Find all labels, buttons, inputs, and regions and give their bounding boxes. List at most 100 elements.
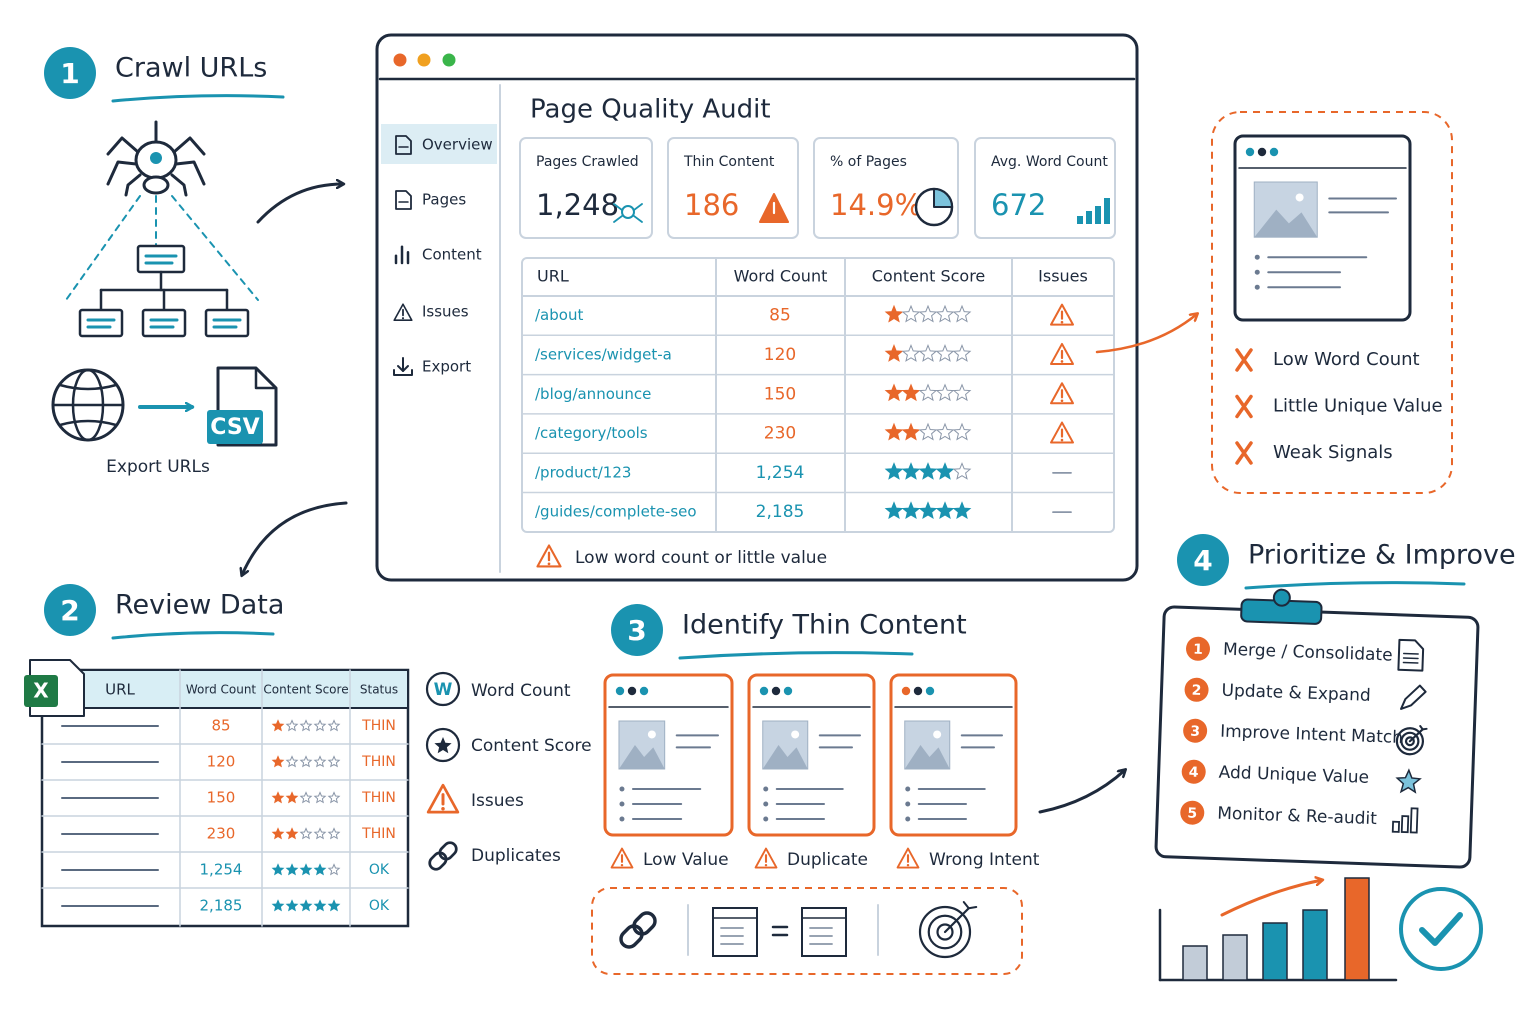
step-badge <box>44 584 96 636</box>
audit-title: Page Quality Audit <box>530 95 771 125</box>
star <box>327 719 341 732</box>
target-icon <box>918 901 978 959</box>
image-mountain <box>762 745 808 769</box>
action-badge <box>1181 759 1206 784</box>
url-link[interactable]: /guides/complete-seo <box>535 503 697 521</box>
star <box>935 422 955 441</box>
action-number: 4 <box>1189 765 1200 781</box>
star-rating <box>884 462 972 480</box>
bullet <box>905 801 911 807</box>
nav-item[interactable]: Issues <box>422 303 469 321</box>
metric-card <box>974 137 1116 239</box>
x-mark <box>1235 348 1253 372</box>
warning-triangle <box>1050 303 1074 326</box>
spider-abdomen <box>142 175 170 195</box>
bars-icon <box>1095 206 1101 224</box>
nav-item[interactable]: Overview <box>422 136 493 154</box>
legend-label: Issues <box>471 791 524 811</box>
window-dot <box>783 686 793 696</box>
action-number: 1 <box>1193 642 1203 658</box>
clipboard-ring <box>1272 588 1291 607</box>
warning-icon <box>393 303 413 322</box>
bullet <box>1254 269 1260 275</box>
link-loop <box>428 851 448 871</box>
status: OK <box>369 862 390 878</box>
window-dot <box>901 686 911 696</box>
done-badge <box>1399 887 1483 971</box>
document-icon <box>1397 638 1425 672</box>
metric-value: 14.9% <box>830 188 922 222</box>
word-count: 120 <box>207 753 236 771</box>
star <box>901 304 921 323</box>
nav-active <box>381 124 497 164</box>
star <box>952 462 972 480</box>
flow-arrow <box>256 184 343 224</box>
nav-item[interactable]: Pages <box>422 191 466 209</box>
nav-icon <box>394 245 410 265</box>
flow-arrow <box>1095 314 1197 354</box>
target-ring <box>927 914 963 950</box>
target-ring <box>1404 736 1415 747</box>
star <box>327 791 341 804</box>
warning-triangle <box>896 847 920 869</box>
warning-dot <box>1060 360 1064 363</box>
step-badge <box>1177 534 1229 586</box>
warning-icon <box>536 544 562 568</box>
column-header: Content Score <box>263 683 348 697</box>
step-badge <box>44 47 96 99</box>
star <box>952 383 972 402</box>
image-sun <box>791 730 800 739</box>
star-rating <box>271 755 341 768</box>
star <box>952 501 972 520</box>
sheet-header <box>43 671 407 708</box>
url-link[interactable]: /product/123 <box>535 463 631 481</box>
nav-icon <box>395 190 412 210</box>
growth-bar <box>1182 945 1208 981</box>
metric-card <box>519 137 653 239</box>
star <box>884 344 904 362</box>
spider-mini <box>621 205 635 219</box>
star <box>901 422 921 441</box>
warning-triangle <box>426 783 460 814</box>
duplicate-doc <box>801 907 847 957</box>
star <box>299 791 313 804</box>
image-mountain <box>1254 209 1318 238</box>
warning-dot <box>1060 438 1064 442</box>
star-rating <box>271 899 341 912</box>
spider-eye <box>150 152 162 164</box>
window-dot <box>1257 147 1267 157</box>
image-sun <box>1295 193 1304 202</box>
warning-dot <box>1060 399 1064 403</box>
url-link[interactable]: /about <box>535 306 583 324</box>
window-dot <box>1269 147 1279 157</box>
warning-dot <box>401 317 405 320</box>
action-number: 5 <box>1187 806 1197 822</box>
metric-value: 1,248 <box>536 188 619 222</box>
page-frame <box>889 673 1018 837</box>
star <box>271 719 285 732</box>
star <box>952 422 972 441</box>
nav-item[interactable]: Content <box>422 246 482 264</box>
document-line <box>1402 661 1419 664</box>
flow-arrow <box>1038 770 1125 814</box>
window-dot <box>913 686 923 696</box>
csv-label: CSV <box>210 415 259 440</box>
star <box>935 383 955 402</box>
target-ring <box>1395 727 1425 756</box>
url-link[interactable]: /blog/announce <box>535 385 651 403</box>
star <box>935 501 955 520</box>
warning-triangle <box>536 544 562 568</box>
bullet <box>619 816 625 822</box>
metric-label: Pages Crawled <box>536 154 639 170</box>
warning-triangle <box>393 303 413 322</box>
url-link[interactable]: /services/widget-a <box>535 345 672 363</box>
nav-item[interactable]: Export <box>422 358 471 376</box>
star <box>918 344 938 362</box>
star <box>901 501 921 520</box>
csv-file-fold <box>254 366 278 390</box>
url-link[interactable]: /category/tools <box>535 424 648 442</box>
step-title: Crawl URLs <box>115 53 267 84</box>
spider-leg <box>124 173 142 197</box>
bars-icon <box>1391 820 1401 833</box>
